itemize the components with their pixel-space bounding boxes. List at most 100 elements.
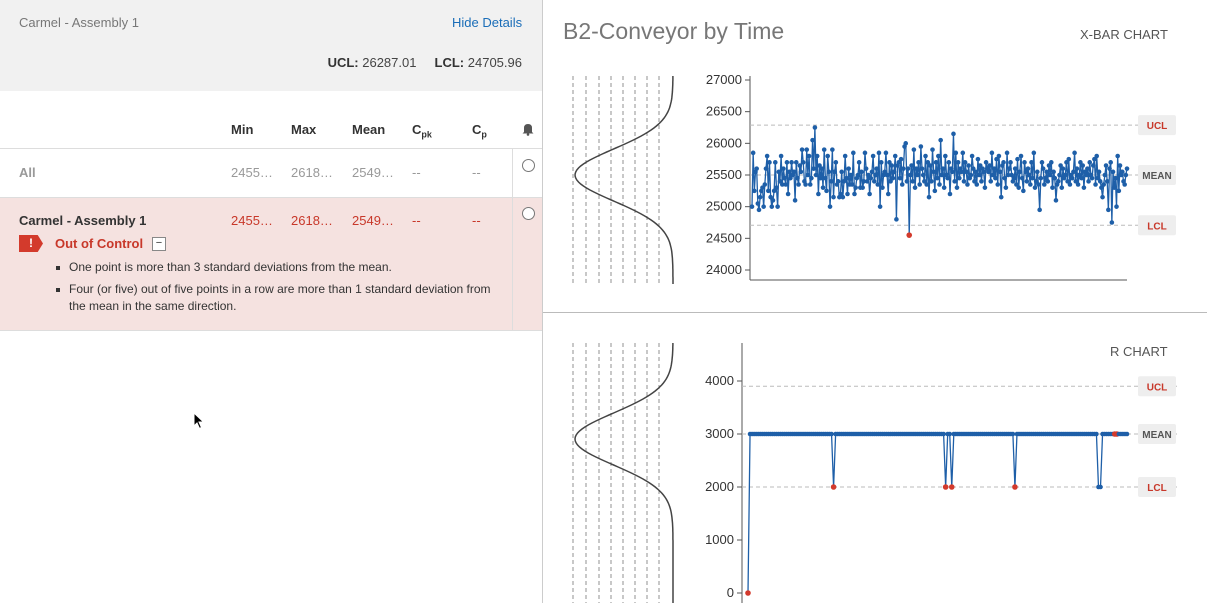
bell-icon[interactable]	[521, 122, 535, 136]
table-row-all[interactable]: All 2455… 2618… 2549… -- --	[0, 149, 542, 198]
data-point	[908, 172, 913, 178]
y-tick-label: 3000	[705, 426, 734, 441]
data-point	[825, 153, 830, 159]
data-point	[1080, 163, 1086, 168]
data-point	[1008, 160, 1013, 165]
data-point	[965, 182, 970, 187]
data-point	[833, 160, 839, 165]
col-header-mean[interactable]: Mean	[352, 122, 386, 137]
data-point	[903, 141, 909, 146]
limit-label-lcl: LCL	[1147, 483, 1166, 494]
data-point	[1073, 179, 1079, 184]
row-label: Carmel - Assembly 1	[19, 213, 147, 228]
data-point	[827, 204, 833, 209]
data-point	[899, 182, 905, 187]
table-row-carmel[interactable]: Carmel - Assembly 1 2455… 2618… 2549… --…	[0, 198, 542, 331]
data-point	[1098, 484, 1103, 490]
data-point	[817, 163, 822, 168]
data-point	[1083, 172, 1089, 178]
data-point	[956, 175, 962, 181]
data-point	[755, 201, 761, 206]
data-point	[1019, 175, 1025, 181]
data-point	[1051, 169, 1056, 175]
data-point	[934, 175, 940, 181]
col-header-cp[interactable]: Cp	[472, 122, 487, 140]
cell-max: 2618…	[291, 165, 333, 180]
data-point	[769, 204, 775, 209]
data-point	[919, 166, 925, 171]
r-chart: 0 1000 2000 3000 4000 UCL MEAN LCL	[572, 343, 1177, 603]
data-point	[870, 153, 876, 159]
data-point	[860, 185, 865, 190]
data-point	[1110, 169, 1116, 175]
header-divider	[0, 148, 542, 149]
cell-cpk: --	[412, 165, 421, 180]
ucl-label: UCL:	[327, 55, 359, 70]
data-point	[983, 160, 989, 165]
data-point	[1094, 431, 1099, 437]
data-point	[798, 169, 804, 175]
data-point	[750, 150, 756, 156]
y-tick-label: 24500	[706, 230, 742, 245]
data-point	[806, 153, 812, 159]
data-point	[968, 172, 974, 178]
radio-carmel[interactable]	[522, 207, 535, 220]
col-header-max[interactable]: Max	[291, 122, 317, 137]
data-point	[821, 147, 827, 152]
data-point	[771, 188, 777, 194]
data-point	[1026, 172, 1032, 178]
data-point	[913, 166, 919, 171]
data-point	[764, 153, 770, 159]
collapse-toggle[interactable]: −	[152, 237, 166, 251]
chart-panel	[542, 0, 1207, 603]
violation-point	[948, 484, 955, 490]
data-point	[799, 147, 805, 152]
data-point	[1092, 156, 1097, 162]
data-point	[937, 182, 942, 187]
hide-details-link[interactable]: Hide Details	[452, 15, 523, 30]
data-point	[873, 172, 878, 178]
data-point	[945, 175, 950, 181]
control-limits: UCL: 26287.01 LCL: 24705.96	[328, 55, 522, 70]
cpk-subscript: pk	[421, 129, 432, 140]
data-point	[1028, 182, 1033, 187]
data-point	[859, 169, 864, 175]
data-point	[868, 175, 874, 181]
data-point	[993, 175, 998, 181]
data-point	[783, 182, 789, 187]
data-point	[814, 153, 820, 159]
data-point	[970, 166, 976, 171]
data-point	[871, 179, 877, 184]
data-point	[776, 169, 782, 175]
data-point	[804, 147, 810, 152]
data-point	[954, 185, 960, 190]
data-point	[1039, 160, 1045, 165]
data-point	[1035, 169, 1040, 175]
data-point	[846, 166, 851, 171]
data-point	[786, 169, 792, 175]
limit-label-ucl: UCL	[1147, 382, 1168, 393]
col-header-min[interactable]: Min	[231, 122, 254, 137]
data-point	[972, 179, 977, 184]
data-point	[1120, 169, 1125, 175]
radio-all[interactable]	[522, 159, 535, 172]
data-point	[1097, 179, 1103, 184]
data-point	[1014, 182, 1019, 187]
data-point	[864, 179, 870, 184]
data-point	[951, 131, 956, 137]
data-point	[955, 160, 961, 165]
data-point	[1001, 160, 1006, 165]
data-point	[1055, 179, 1061, 184]
y-tick-label: 26500	[706, 104, 742, 119]
data-point	[1030, 175, 1035, 181]
col-header-cpk[interactable]: Cpk	[412, 122, 432, 140]
data-point	[882, 169, 888, 175]
data-point	[763, 166, 769, 171]
data-point	[947, 431, 953, 437]
data-point	[829, 431, 834, 437]
data-point	[891, 169, 897, 175]
panel-title: Carmel - Assembly 1	[19, 15, 139, 30]
data-point	[896, 160, 902, 165]
data-point	[816, 191, 821, 197]
data-point	[1022, 160, 1027, 165]
